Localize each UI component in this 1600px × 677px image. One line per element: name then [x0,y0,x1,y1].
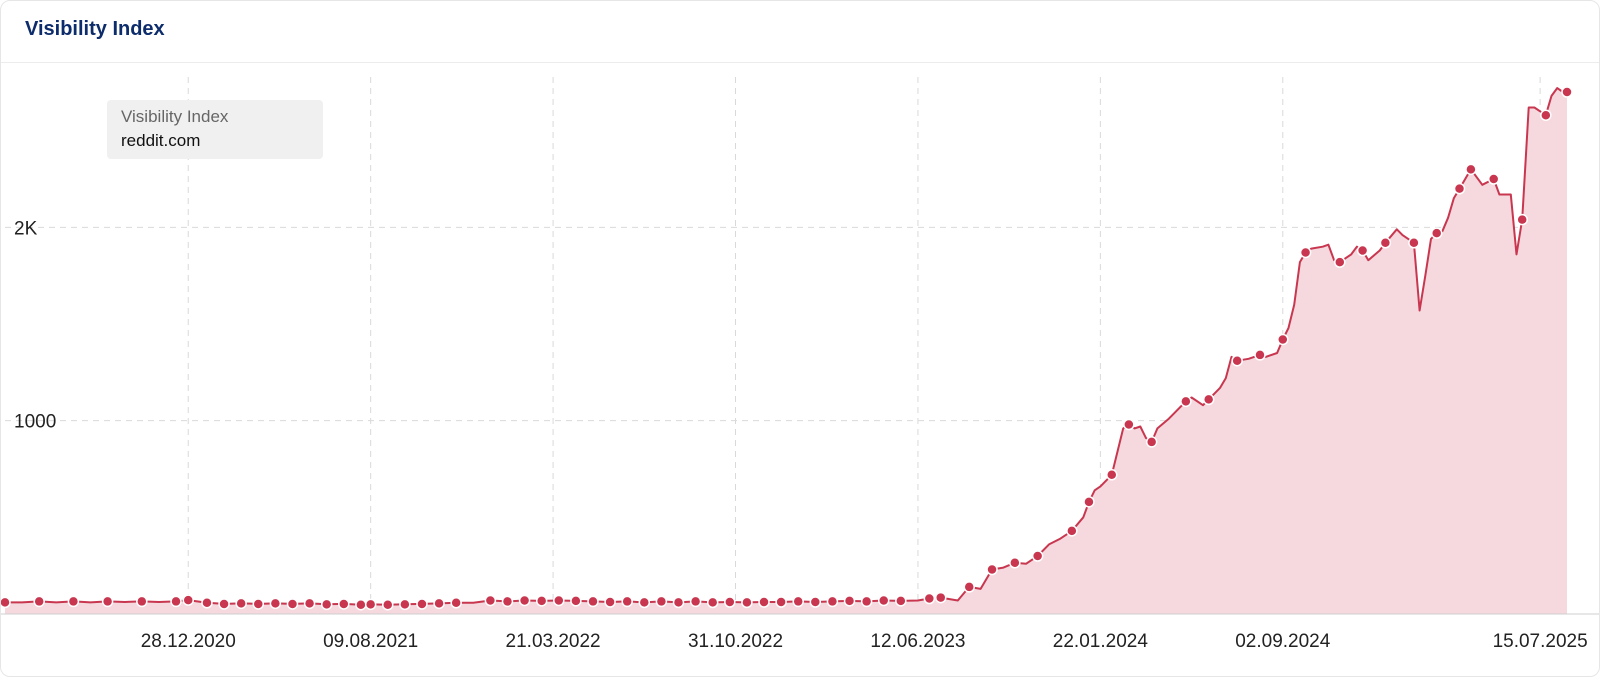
data-point-20[interactable] [416,598,428,610]
card-title: Visibility Index [25,18,165,40]
y-tick-label-0: 1000 [14,412,56,433]
data-point-73[interactable] [1516,213,1528,226]
data-point-2[interactable] [67,595,80,608]
data-point-8[interactable] [218,598,230,610]
data-point-58[interactable] [1145,436,1158,448]
x-tick-label-0: 28.12.2020 [141,631,236,652]
data-point-14[interactable] [320,598,333,611]
data-point-50[interactable] [963,581,975,593]
data-point-33[interactable] [655,595,668,608]
data-point-42[interactable] [809,596,822,608]
data-point-54[interactable] [1066,525,1078,537]
data-point-35[interactable] [689,595,702,608]
data-point-10[interactable] [252,598,265,610]
data-point-55[interactable] [1083,496,1095,508]
data-point-18[interactable] [382,598,394,611]
data-point-49[interactable] [934,591,947,604]
data-point-69[interactable] [1430,227,1443,239]
data-point-51[interactable] [986,563,998,576]
data-point-68[interactable] [1408,237,1420,249]
data-point-19[interactable] [399,598,411,611]
data-point-4[interactable] [136,595,148,608]
data-point-47[interactable] [895,595,907,607]
data-point-22[interactable] [450,597,462,609]
series-line[interactable] [5,87,1567,606]
data-point-64[interactable] [1299,246,1312,259]
data-point-5[interactable] [170,595,182,608]
data-point-74[interactable] [1540,109,1552,121]
data-point-27[interactable] [553,594,565,607]
data-point-25[interactable] [518,594,531,607]
data-point-53[interactable] [1031,550,1044,562]
data-point-70[interactable] [1453,182,1466,195]
markers-layer [1,86,1573,611]
data-point-17[interactable] [364,598,377,611]
data-point-26[interactable] [535,595,548,607]
data-point-9[interactable] [235,597,247,610]
data-point-44[interactable] [843,595,856,607]
legend-domain: reddit.com [121,131,201,150]
data-point-72[interactable] [1487,173,1500,185]
data-point-62[interactable] [1254,349,1266,361]
data-point-39[interactable] [758,596,770,608]
data-point-43[interactable] [826,595,839,608]
data-point-32[interactable] [638,596,651,609]
y-tick-label-1: 2K [14,218,38,239]
data-point-65[interactable] [1334,256,1346,268]
data-point-30[interactable] [604,596,616,608]
data-point-31[interactable] [621,595,633,608]
x-tick-label-3: 31.10.2022 [688,631,783,652]
x-tick-label-6: 02.09.2024 [1235,631,1331,652]
data-point-52[interactable] [1009,557,1021,569]
data-point-48[interactable] [923,592,936,605]
data-point-11[interactable] [269,597,282,610]
x-axis: 28.12.2020 09.08.2021 21.03.2022 31.10.2022… [141,631,1588,652]
data-point-56[interactable] [1106,469,1118,481]
data-point-12[interactable] [286,598,299,610]
x-tick-label-2: 21.03.2022 [506,631,601,652]
x-tick-label-4: 12.06.2023 [870,631,965,652]
data-point-38[interactable] [741,596,753,609]
data-point-46[interactable] [877,594,890,607]
data-point-16[interactable] [355,598,367,611]
x-tick-label-7: 15.07.2025 [1493,631,1588,652]
data-point-7[interactable] [201,597,213,609]
data-point-15[interactable] [338,598,350,610]
data-point-66[interactable] [1356,244,1369,257]
data-point-0[interactable] [1,596,11,609]
data-point-13[interactable] [303,597,316,610]
x-tick-label-5: 22.01.2024 [1053,631,1149,652]
data-point-61[interactable] [1231,354,1243,367]
data-point-63[interactable] [1277,333,1289,346]
data-point-23[interactable] [484,594,497,607]
data-point-40[interactable] [775,596,787,608]
data-point-36[interactable] [706,596,719,609]
data-point-60[interactable] [1202,393,1215,406]
data-point-59[interactable] [1180,395,1192,408]
data-point-6[interactable] [182,594,194,606]
data-point-1[interactable] [33,595,45,608]
data-point-41[interactable] [792,595,804,608]
card-header: Visibility Index [1,1,1599,63]
data-point-37[interactable] [724,596,736,608]
series-area [5,88,1567,615]
x-tick-label-1: 09.08.2021 [323,631,418,652]
data-point-28[interactable] [570,595,582,607]
data-point-45[interactable] [860,595,873,608]
data-point-29[interactable] [587,595,599,608]
data-point-57[interactable] [1123,418,1135,431]
data-point-21[interactable] [433,597,445,610]
legend-box[interactable]: Visibility Index reddit.com [107,100,323,159]
data-point-3[interactable] [101,595,114,608]
legend-label: Visibility Index [121,107,229,126]
data-point-67[interactable] [1379,237,1392,249]
data-point-24[interactable] [501,595,514,608]
data-point-34[interactable] [672,596,685,609]
y-axis: 1000 2K [14,218,56,432]
data-point-75[interactable] [1561,86,1573,98]
data-point-71[interactable] [1465,163,1477,176]
